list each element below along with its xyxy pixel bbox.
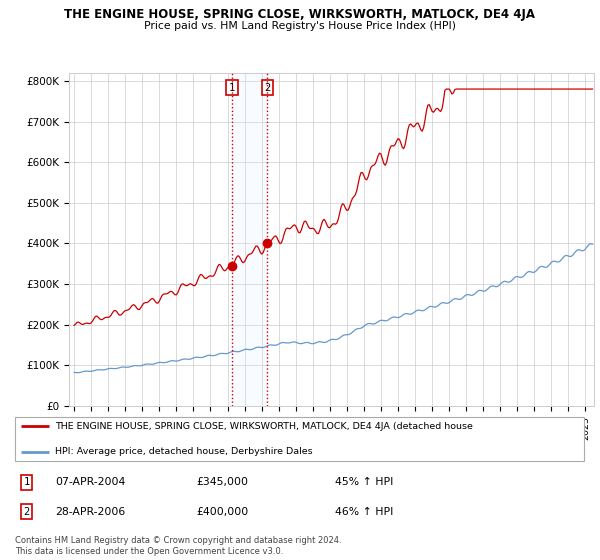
Text: £345,000: £345,000 xyxy=(196,477,248,487)
Text: 46% ↑ HPI: 46% ↑ HPI xyxy=(335,507,393,517)
Text: HPI: Average price, detached house, Derbyshire Dales: HPI: Average price, detached house, Derb… xyxy=(55,447,313,456)
Text: 07-APR-2004: 07-APR-2004 xyxy=(55,477,125,487)
Text: THE ENGINE HOUSE, SPRING CLOSE, WIRKSWORTH, MATLOCK, DE4 4JA: THE ENGINE HOUSE, SPRING CLOSE, WIRKSWOR… xyxy=(65,8,536,21)
FancyBboxPatch shape xyxy=(15,417,584,461)
Text: 2: 2 xyxy=(23,507,29,517)
Text: 1: 1 xyxy=(229,83,235,93)
Bar xyxy=(232,73,267,406)
Text: 45% ↑ HPI: 45% ↑ HPI xyxy=(335,477,393,487)
Text: 28-APR-2006: 28-APR-2006 xyxy=(55,507,125,517)
Text: 1: 1 xyxy=(23,477,29,487)
Text: £400,000: £400,000 xyxy=(196,507,248,517)
Text: THE ENGINE HOUSE, SPRING CLOSE, WIRKSWORTH, MATLOCK, DE4 4JA (detached house: THE ENGINE HOUSE, SPRING CLOSE, WIRKSWOR… xyxy=(55,422,473,431)
Text: 2: 2 xyxy=(264,83,271,93)
Text: Contains HM Land Registry data © Crown copyright and database right 2024.
This d: Contains HM Land Registry data © Crown c… xyxy=(15,536,341,556)
Text: Price paid vs. HM Land Registry's House Price Index (HPI): Price paid vs. HM Land Registry's House … xyxy=(144,21,456,31)
